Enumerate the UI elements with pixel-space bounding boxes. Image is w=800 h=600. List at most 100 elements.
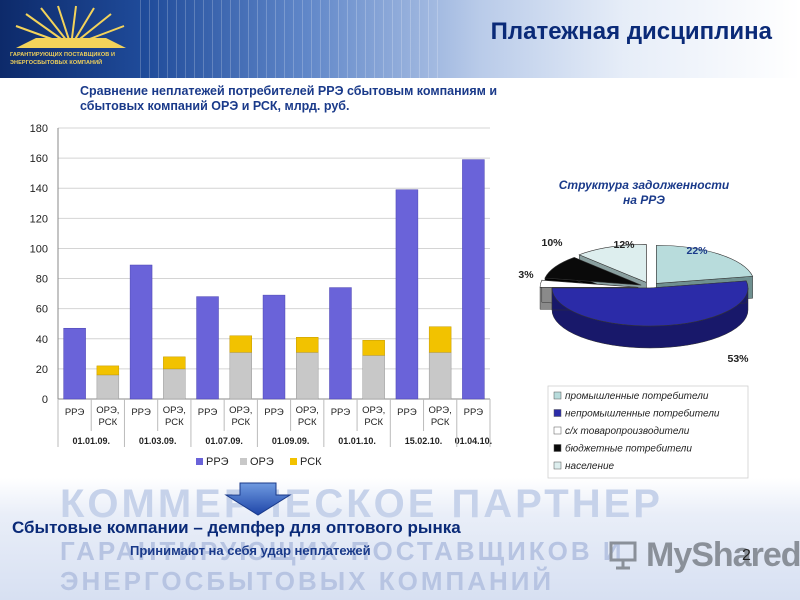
bar-chart-title: Сравнение неплатежей потребителей РРЭ сб… (80, 84, 498, 113)
bottom-subtitle: Принимают на себя удар неплатежей (130, 543, 371, 558)
y-tick-label: 20 (36, 364, 48, 376)
bar-rre (395, 189, 419, 400)
bar-rsk (296, 337, 319, 353)
pie-legend-swatch (553, 426, 562, 435)
down-arrow-icon (224, 482, 292, 516)
legend-swatch (196, 458, 203, 465)
legend-label: РРЭ (206, 456, 229, 468)
pie-legend-swatch (553, 391, 562, 400)
bar-ore (296, 352, 319, 400)
x-tick-label: РСК (431, 417, 450, 428)
bar-rre (196, 296, 219, 400)
y-tick-label: 120 (30, 213, 48, 225)
x-tick-label: РРЭ (198, 407, 218, 418)
bar-rsk (362, 340, 385, 356)
pie-slice (656, 245, 754, 284)
pie-legend-label: промышленные потребители (565, 390, 709, 402)
pie-legend-label: с/х товаропроизводители (565, 426, 690, 437)
bar-rre (262, 294, 286, 400)
date-label: 15.02.10. (405, 436, 443, 446)
presentation-icon (609, 541, 637, 570)
bar-ore (229, 352, 252, 400)
x-tick-label: ОРЭ, (163, 405, 186, 416)
pie-data-label: 12% (613, 239, 635, 251)
y-tick-label: 100 (30, 243, 48, 255)
logo-text-line2: ЭНЕРГОСБЫТОВЫХ КОМПАНИЙ (10, 60, 103, 66)
bar-ore (428, 352, 452, 400)
date-label: 01.04.10. (455, 436, 493, 446)
bottom-title: Сбытовые компании – демпфер для оптового… (12, 518, 461, 537)
header-decoration (140, 0, 440, 78)
bar-rre (462, 159, 485, 400)
myshared-watermark: MyShared (608, 536, 800, 578)
pie-slice (539, 279, 639, 288)
x-tick-label: РСК (364, 417, 383, 428)
y-tick-label: 160 (30, 153, 48, 165)
myshared-text: MyShared (646, 536, 800, 574)
bar-rsk (96, 365, 120, 376)
x-tick-label: РСК (165, 417, 184, 428)
bar-rsk (229, 335, 252, 353)
x-tick-label: РРЭ (264, 407, 284, 418)
page-title: Платежная дисциплина (490, 18, 772, 45)
bottom-watermark-band: КОММЕРЧЕСКОЕ ПАРТНЕР ГАРАНТИРУЮЩИХ ПОСТА… (0, 478, 800, 600)
watermark-line1: КОММЕРЧЕСКОЕ ПАРТНЕР (60, 482, 663, 526)
pie-legend-label: непромышленные потребители (565, 408, 720, 420)
pie-data-label: 22% (686, 245, 708, 257)
x-tick-label: РРЭ (65, 407, 85, 418)
x-tick-label: РРЭ (331, 407, 351, 418)
legend-swatch (240, 458, 247, 465)
logo-text-line1: ГАРАНТИРУЮЩИХ ПОСТАВЩИКОВ И (10, 52, 115, 58)
date-label: 01.03.09. (139, 436, 177, 446)
pie-slice (544, 257, 642, 286)
date-label: 01.01.10. (338, 436, 376, 446)
y-tick-label: 180 (30, 123, 48, 135)
pie-data-label: 53% (727, 353, 749, 365)
y-tick-label: 140 (30, 183, 48, 195)
x-tick-label: ОРЭ, (296, 405, 319, 416)
x-tick-label: ОРЭ, (362, 405, 385, 416)
pie-data-label: 10% (541, 237, 563, 249)
bar-rre (63, 327, 86, 400)
bar-rre (329, 287, 352, 400)
company-logo (15, 5, 126, 48)
header-band (0, 0, 800, 78)
y-tick-label: 60 (36, 304, 48, 316)
bar-ore (96, 374, 120, 400)
bar-ore (362, 355, 385, 400)
x-tick-label: ОРЭ, (429, 405, 452, 416)
x-tick-label: РРЭ (131, 407, 151, 418)
x-tick-label: ОРЭ, (96, 405, 119, 416)
pie-data-label: 3% (518, 269, 534, 281)
pie-legend-label: бюджетные потребители (565, 443, 692, 455)
x-tick-label: РСК (298, 417, 317, 428)
pie-title: Структура задолженности (559, 178, 730, 192)
pie-legend-label: население (565, 461, 615, 472)
y-tick-label: 0 (42, 394, 48, 406)
x-tick-label: РРЭ (464, 407, 484, 418)
bar-rre (129, 264, 153, 400)
x-tick-label: РСК (231, 417, 250, 428)
x-tick-label: РРЭ (397, 407, 417, 418)
legend-label: РСК (300, 456, 322, 468)
x-tick-label: РСК (99, 417, 118, 428)
date-label: 01.07.09. (205, 436, 243, 446)
pie-legend-box (547, 385, 749, 479)
date-label: 01.01.09. (72, 436, 110, 446)
pie-slice (578, 244, 647, 283)
watermark-line2: ГАРАНТИРУЮЩИХ ПОСТАВЩИКОВ И (60, 536, 625, 566)
bar-rsk (428, 326, 452, 353)
date-label: 01.09.09. (272, 436, 310, 446)
legend-swatch (290, 458, 297, 465)
pie-legend-swatch (553, 461, 562, 470)
page-number: 2 (742, 547, 751, 564)
bar-rsk (163, 356, 186, 370)
pie-legend-swatch (553, 409, 562, 417)
pie-title-line2: на РРЭ (623, 193, 665, 207)
pie-slice (551, 280, 749, 327)
pie-legend-swatch (553, 444, 562, 452)
bar-ore (163, 368, 186, 400)
